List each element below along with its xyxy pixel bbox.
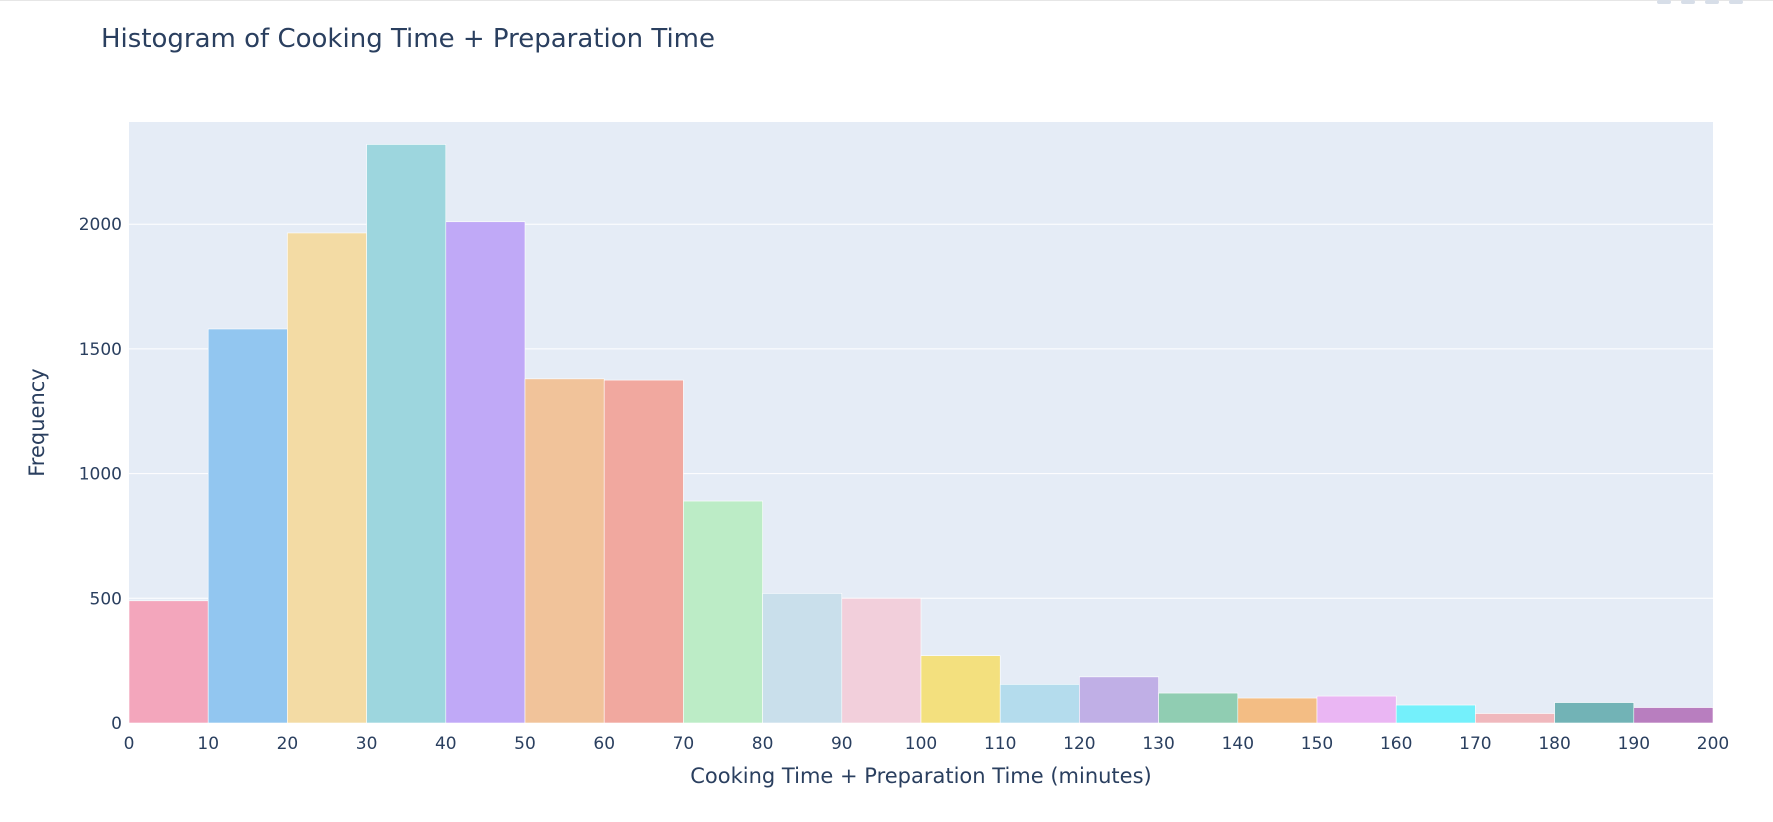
x-tick-label: 40 <box>435 734 457 754</box>
y-tick-labels: 0 500 1000 1500 2000 <box>79 215 122 734</box>
y-tick-label: 1000 <box>79 465 122 485</box>
x-tick-label: 160 <box>1380 734 1412 754</box>
y-tick-label: 1500 <box>79 340 122 360</box>
x-tick-label: 110 <box>984 734 1016 754</box>
x-tick-label: 130 <box>1142 734 1174 754</box>
modebar-reset-icon[interactable] <box>1729 0 1743 4</box>
x-tick-label: 50 <box>514 734 536 754</box>
y-axis-title: Frequency <box>25 368 49 477</box>
histogram-bar-120-130[interactable] <box>1079 676 1159 724</box>
x-tick-label: 90 <box>831 734 853 754</box>
histogram-bar-170-180[interactable] <box>1475 713 1555 724</box>
histogram-bar-90-100[interactable] <box>841 598 922 724</box>
modebar-zoom-icon[interactable] <box>1681 0 1695 4</box>
top-border <box>0 0 1773 1</box>
chart-title: Histogram of Cooking Time + Preparation … <box>101 24 715 54</box>
histogram-bar-110-120[interactable] <box>999 684 1080 724</box>
histogram-bar-30-40[interactable] <box>366 144 447 724</box>
x-tick-label: 180 <box>1538 734 1570 754</box>
x-tick-label: 20 <box>277 734 299 754</box>
x-tick-label: 10 <box>197 734 219 754</box>
histogram-bar-180-190[interactable] <box>1554 702 1635 724</box>
modebar[interactable] <box>1657 0 1743 6</box>
x-tick-label: 0 <box>124 734 135 754</box>
x-tick-label: 60 <box>593 734 615 754</box>
histogram-bar-140-150[interactable] <box>1237 697 1318 724</box>
histogram-bar-150-160[interactable] <box>1316 695 1397 724</box>
x-tick-label: 80 <box>752 734 774 754</box>
x-tick-label: 100 <box>905 734 937 754</box>
y-tick-label: 2000 <box>79 215 122 235</box>
x-tick-label: 170 <box>1459 734 1491 754</box>
modebar-pan-icon[interactable] <box>1705 0 1719 4</box>
histogram-bar-10-20[interactable] <box>207 328 288 724</box>
modebar-download-icon[interactable] <box>1657 0 1671 4</box>
x-axis-title: Cooking Time + Preparation Time (minutes… <box>690 764 1151 788</box>
histogram-bar-160-170[interactable] <box>1395 704 1476 724</box>
x-tick-label: 140 <box>1222 734 1254 754</box>
histogram-bar-50-60[interactable] <box>524 378 605 724</box>
histogram-bar-20-30[interactable] <box>287 232 367 724</box>
y-tick-label: 500 <box>90 589 122 609</box>
histogram-bar-190-200[interactable] <box>1633 707 1714 724</box>
x-tick-label: 150 <box>1301 734 1333 754</box>
x-tick-label: 200 <box>1697 734 1729 754</box>
histogram-bar-100-110[interactable] <box>920 655 1001 724</box>
x-tick-label: 120 <box>1063 734 1095 754</box>
histogram-bar-130-140[interactable] <box>1158 692 1239 724</box>
x-tick-labels: 0 10 20 30 40 50 60 70 80 90 100 110 120 130 140 150 160… <box>124 734 1730 754</box>
bars <box>128 144 1714 724</box>
histogram-bar-40-50[interactable] <box>445 221 526 724</box>
histogram-bar-80-90[interactable] <box>762 593 843 724</box>
histogram-bar-70-80[interactable] <box>683 500 763 724</box>
x-tick-label: 190 <box>1618 734 1650 754</box>
x-tick-label: 30 <box>356 734 378 754</box>
histogram-bar-60-70[interactable] <box>603 379 684 724</box>
x-tick-label: 70 <box>673 734 695 754</box>
y-tick-label: 0 <box>111 714 122 734</box>
histogram-bar-0-10[interactable] <box>128 600 209 724</box>
